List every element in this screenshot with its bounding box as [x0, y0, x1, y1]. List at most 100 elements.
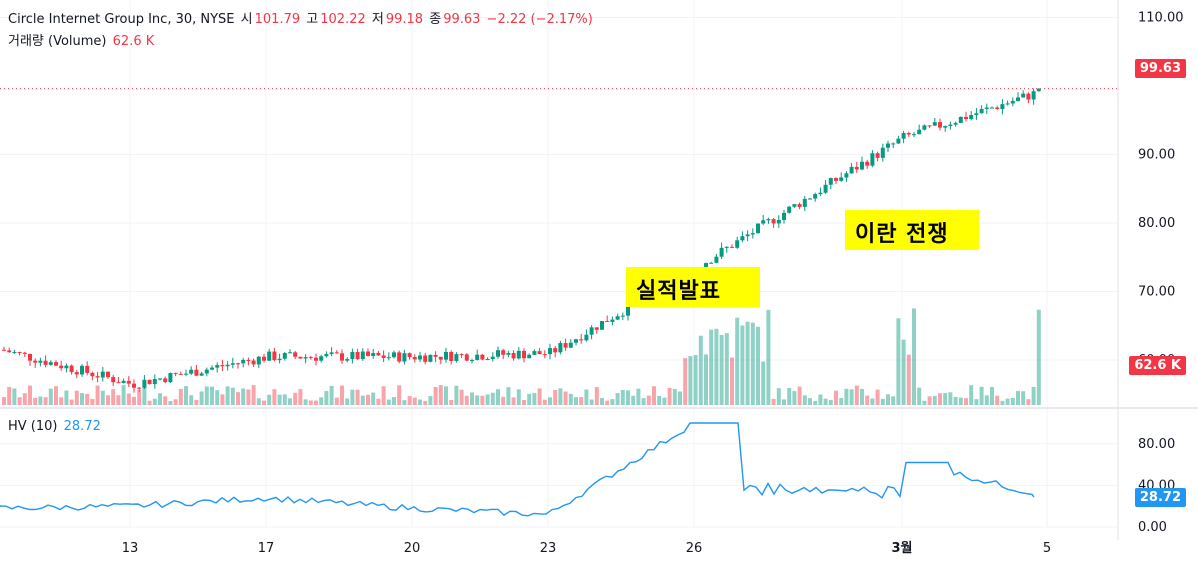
candle-body	[433, 354, 438, 357]
last-hv-tag: 28.72	[1134, 488, 1186, 507]
volume-bar	[927, 396, 932, 405]
volume-bar	[839, 398, 844, 405]
candle-body	[969, 115, 974, 120]
volume-bar	[267, 394, 272, 405]
volume-bar	[646, 395, 651, 405]
price-tick-label: 90.00	[1138, 148, 1175, 163]
candle-body	[340, 353, 344, 361]
volume-bar	[636, 388, 641, 405]
volume-bar	[818, 394, 823, 405]
candle-body	[849, 166, 854, 174]
candle-body	[704, 263, 708, 269]
volume-bar	[402, 400, 407, 405]
candle-body	[22, 352, 27, 354]
volume-bar	[990, 387, 994, 405]
volume-bar	[657, 395, 662, 405]
volume-bar	[880, 398, 885, 405]
volume-bar	[43, 397, 48, 405]
candle-body	[834, 178, 838, 181]
candle-body	[376, 353, 381, 356]
volume-bar	[241, 388, 246, 405]
volume-bar	[85, 393, 90, 405]
volume-bar	[376, 398, 381, 405]
volume-bar	[230, 387, 235, 405]
volume-bar	[558, 388, 563, 405]
volume-bar	[1005, 398, 1010, 405]
candle-body	[366, 351, 370, 357]
candle-body	[74, 372, 79, 375]
candle-body	[516, 350, 521, 359]
volume-bar	[600, 398, 604, 405]
change-value: −2.22 (−2.17%)	[486, 12, 593, 27]
volume-bar	[776, 388, 781, 405]
volume-bar	[69, 399, 74, 405]
candle-body	[256, 356, 261, 365]
volume-bar	[704, 354, 708, 405]
symbol-title: Circle Internet Group Inc, 30, NYSE	[8, 12, 235, 27]
volume-bar	[449, 399, 454, 405]
x-tick-label: 5	[1043, 541, 1051, 556]
candle-body	[808, 198, 812, 200]
volume-bar	[922, 400, 927, 405]
legend-ohlc: Circle Internet Group Inc, 30, NYSE 시 101…	[8, 8, 595, 27]
hv-value: 28.72	[63, 419, 101, 434]
volume-bar	[1026, 399, 1031, 405]
last-volume-tag: 62.6 K	[1129, 356, 1186, 375]
high-value: 102.22	[320, 12, 366, 27]
candle-body	[444, 352, 448, 360]
candle-body	[464, 354, 469, 361]
candle-body	[241, 359, 246, 364]
volume-bar	[761, 361, 766, 405]
candle-body	[319, 356, 324, 361]
volume-bar	[17, 397, 22, 405]
volume-bar	[932, 395, 937, 405]
volume-bar	[178, 388, 183, 405]
volume-bar	[917, 387, 922, 405]
volume-bar	[438, 385, 443, 405]
candle-body	[397, 352, 402, 362]
candle-body	[90, 372, 95, 377]
candle-body	[542, 354, 547, 356]
close-label: 종	[429, 12, 442, 27]
candle-body	[111, 377, 116, 383]
candle-body	[173, 373, 178, 375]
volume-bar	[511, 397, 516, 405]
candle-body	[95, 376, 100, 378]
volume-bar	[901, 339, 906, 405]
volume-bar	[282, 394, 287, 405]
volume-bar	[672, 388, 677, 405]
candle-body	[490, 356, 495, 360]
candle-body	[522, 350, 526, 359]
volume-bar	[719, 334, 724, 405]
candle-body	[818, 192, 823, 195]
volume-bar	[111, 389, 116, 405]
candle-body	[480, 354, 485, 360]
volume-bar	[626, 390, 630, 405]
volume-bar	[470, 392, 474, 405]
candle-body	[797, 204, 802, 207]
volume-bar	[74, 390, 79, 405]
candle-body	[324, 354, 329, 357]
candle-body	[2, 349, 6, 351]
volume-bar	[631, 395, 636, 405]
volume-bar	[615, 393, 620, 405]
volume-bar	[860, 388, 864, 405]
candle-body	[496, 350, 500, 357]
candle-body	[860, 161, 864, 170]
volume-bar	[802, 395, 807, 405]
candle-body	[1021, 93, 1026, 98]
candle-body	[766, 219, 771, 221]
candle-body	[303, 357, 308, 359]
volume-bar	[194, 399, 199, 405]
candle-body	[137, 387, 142, 389]
candle-body	[163, 378, 168, 383]
candle-body	[59, 365, 64, 369]
candle-body	[1026, 93, 1031, 100]
volume-bar	[100, 390, 105, 405]
volume-bar	[189, 395, 194, 405]
volume-bar	[782, 399, 786, 405]
candle-body	[345, 359, 350, 361]
x-tick-label: 17	[258, 541, 275, 556]
candle-body	[906, 133, 911, 135]
candle-body	[792, 204, 797, 207]
